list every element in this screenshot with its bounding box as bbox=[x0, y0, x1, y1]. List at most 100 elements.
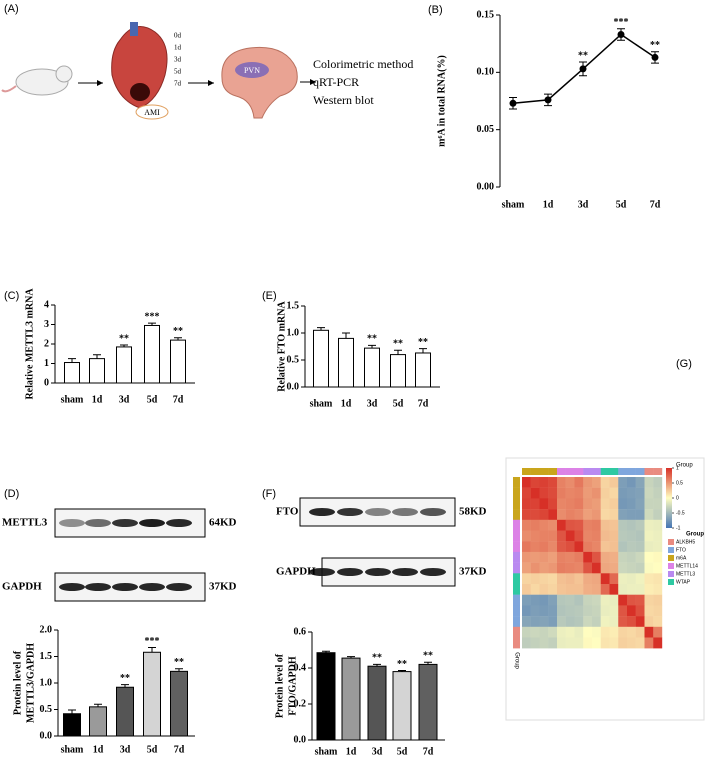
blot-band bbox=[337, 508, 363, 516]
row-annotation-label: Group bbox=[513, 652, 519, 669]
heatmap-cell bbox=[574, 509, 584, 520]
y-tick-label: 0.00 bbox=[477, 181, 495, 192]
heatmap-cell bbox=[592, 616, 601, 627]
heatmap-cell bbox=[653, 530, 663, 542]
heatmap-cell bbox=[565, 573, 575, 585]
panel-label: (B) bbox=[428, 4, 443, 16]
bar bbox=[367, 665, 387, 741]
brain-icon bbox=[221, 46, 298, 119]
heatmap-cell bbox=[583, 573, 593, 585]
blot-size: 58KD bbox=[459, 506, 487, 518]
heatmap-cell bbox=[557, 637, 566, 649]
heatmap-cell bbox=[644, 530, 654, 542]
heatmap-cell bbox=[627, 626, 636, 638]
heatmap-cell bbox=[530, 626, 540, 638]
heatmap-cell bbox=[653, 616, 663, 627]
heatmap-cell bbox=[653, 487, 663, 499]
heart-label: AMI bbox=[144, 108, 160, 117]
bar bbox=[143, 651, 161, 737]
heatmap-cell bbox=[530, 637, 540, 649]
significance: ** bbox=[367, 334, 377, 345]
heatmap-cell bbox=[618, 562, 628, 574]
bar bbox=[316, 652, 336, 741]
heatmap-cell bbox=[548, 637, 558, 649]
row-group-cell bbox=[513, 487, 520, 499]
heatmap-cell bbox=[522, 498, 531, 510]
timepoint: 7d bbox=[174, 80, 182, 88]
heatmap-cell bbox=[574, 616, 584, 627]
column-group-cell bbox=[557, 468, 566, 475]
heatmap-cell bbox=[653, 594, 663, 606]
heatmap-cell bbox=[565, 498, 575, 510]
column-group-cell bbox=[592, 468, 601, 475]
heatmap-cell bbox=[539, 530, 549, 542]
heatmap-cell bbox=[644, 605, 654, 617]
y-tick-label: 0.15 bbox=[477, 9, 495, 20]
heatmap-cell bbox=[557, 519, 566, 531]
heatmap-cell bbox=[592, 594, 601, 606]
y-tick-label: 2.0 bbox=[40, 624, 53, 635]
heatmap-cell bbox=[600, 637, 610, 649]
heatmap-cell bbox=[565, 541, 575, 553]
heatmap-cell bbox=[653, 605, 663, 617]
y-tick-label: 0.5 bbox=[287, 354, 300, 365]
heatmap-cell bbox=[557, 616, 566, 627]
legend-swatch bbox=[668, 571, 674, 577]
column-group-cell bbox=[530, 468, 540, 475]
heatmap-cell bbox=[565, 530, 575, 542]
x-tick-label: 3d bbox=[119, 394, 130, 405]
heatmap-cell bbox=[530, 573, 540, 585]
heatmap-cell bbox=[600, 477, 610, 488]
row-group-cell bbox=[513, 541, 520, 553]
y-tick-label: 0.4 bbox=[294, 662, 307, 673]
bar bbox=[116, 686, 134, 737]
arrowhead bbox=[310, 79, 316, 85]
error-bar bbox=[148, 646, 156, 653]
heatmap-cell bbox=[583, 541, 593, 553]
heatmap-cell bbox=[653, 477, 663, 488]
heatmap-cell bbox=[600, 551, 610, 563]
heatmap-cell bbox=[609, 637, 619, 649]
heatmap-cell bbox=[592, 498, 601, 510]
heatmap-cell bbox=[539, 498, 549, 510]
heatmap-cell bbox=[644, 498, 654, 510]
heatmap-frame bbox=[505, 457, 705, 721]
blot-band bbox=[166, 583, 192, 591]
heatmap-cell bbox=[548, 616, 558, 627]
heatmap-cell bbox=[635, 519, 645, 531]
heatmap-cell bbox=[627, 605, 636, 617]
blot-band bbox=[420, 568, 446, 576]
significance: *** bbox=[614, 17, 629, 28]
y-axis-label: METTL3/GAPDH bbox=[25, 643, 36, 723]
heatmap-cell bbox=[574, 637, 584, 649]
heatmap-cell bbox=[644, 584, 654, 595]
heatmap-cell bbox=[600, 498, 610, 510]
arrowhead bbox=[208, 80, 214, 86]
heatmap-cell bbox=[644, 573, 654, 585]
heatmap-cell bbox=[592, 573, 601, 585]
heatmap-cell bbox=[539, 573, 549, 585]
heatmap-cell bbox=[565, 519, 575, 531]
row-group-cell bbox=[513, 584, 520, 595]
column-group-cell bbox=[574, 468, 584, 475]
legend-label: METTL3 bbox=[676, 571, 695, 577]
heatmap-cell bbox=[539, 551, 549, 563]
blot-band bbox=[85, 519, 111, 527]
heatmap-cell bbox=[635, 637, 645, 649]
heatmap-cell bbox=[530, 530, 540, 542]
heatmap-cell bbox=[627, 530, 636, 542]
column-group-cell bbox=[539, 468, 549, 475]
blot-label: FTO bbox=[276, 506, 299, 518]
x-tick-label: 7d bbox=[423, 746, 434, 757]
heatmap-cell bbox=[592, 584, 601, 595]
heatmap-cell bbox=[635, 573, 645, 585]
y-axis-label: m⁶A in total RNA(%) bbox=[436, 55, 447, 147]
heatmap-cell bbox=[530, 605, 540, 617]
heatmap-cell bbox=[548, 530, 558, 542]
heatmap-cell bbox=[574, 573, 584, 585]
column-group-cell bbox=[565, 468, 575, 475]
heatmap-cell bbox=[539, 487, 549, 499]
heatmap-cell bbox=[627, 498, 636, 510]
heatmap-cell bbox=[583, 509, 593, 520]
